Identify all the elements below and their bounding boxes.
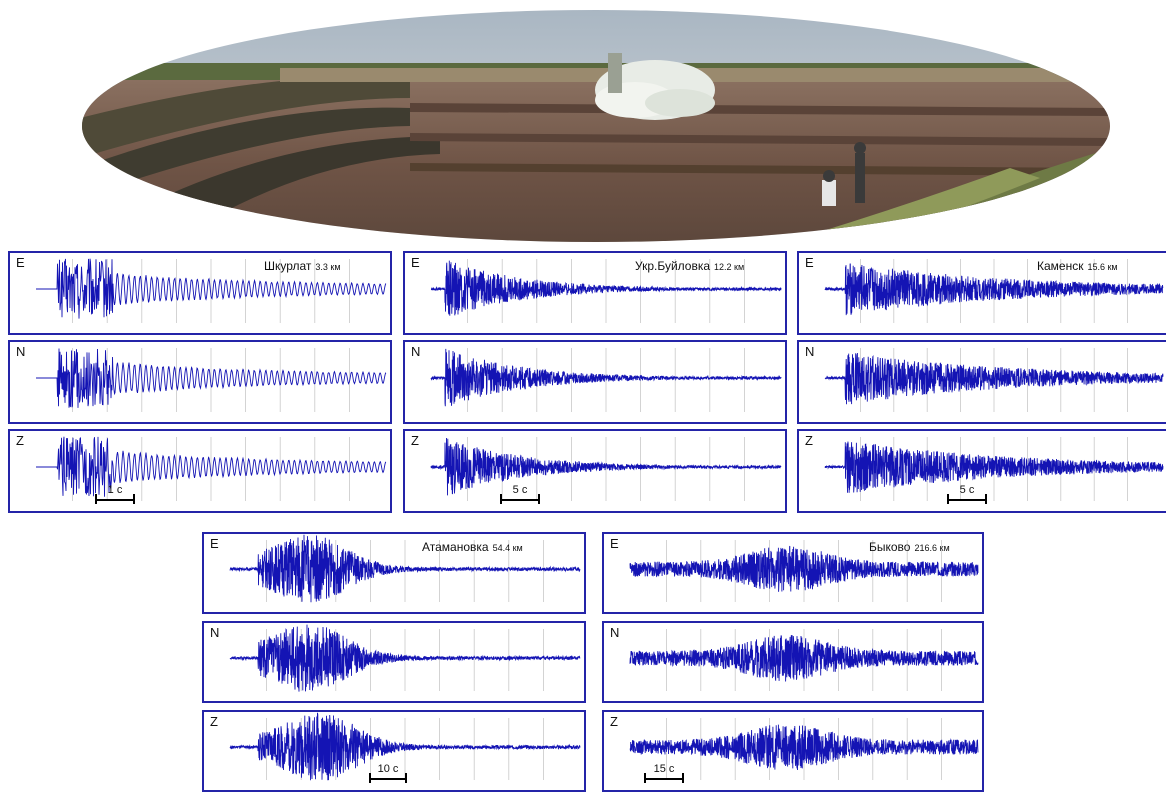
time-scale-bar: 10 с (369, 763, 407, 783)
station-name: Шкурлат (264, 259, 312, 273)
trace-line (629, 545, 979, 592)
seismogram-panel-atamanovka-n: N (202, 621, 586, 703)
trace-line (36, 258, 387, 319)
seismogram-panel-atamanovka-z: Z 10 с (202, 710, 586, 792)
trace-line (430, 260, 782, 316)
trace-line (229, 624, 581, 692)
trace-line (824, 352, 1164, 405)
component-label: E (411, 255, 420, 270)
station-label: Укр.Буйловка 12.2 км (635, 260, 744, 272)
seismogram-panel-kamensk-n: N (797, 340, 1166, 424)
component-label: N (210, 625, 220, 640)
component-label: N (805, 344, 815, 359)
waveform (36, 436, 387, 501)
station-distance: 216.6 км (914, 543, 950, 553)
trace-line (229, 712, 581, 781)
station-label: Шкурлат 3.3 км (264, 260, 341, 272)
component-label: Z (411, 433, 419, 448)
trace-line (36, 436, 387, 497)
time-scale-bar: 15 с (644, 763, 684, 783)
time-scale-bar: 5 с (500, 484, 540, 504)
station-distance: 3.3 км (315, 262, 341, 272)
station-name: Атамановка (422, 540, 489, 554)
component-label: Z (805, 433, 813, 448)
station-label: Быково 216.6 км (869, 541, 950, 553)
component-label: E (805, 255, 814, 270)
waveform (36, 258, 387, 323)
time-scale-label: 10 с (377, 763, 399, 775)
time-scale-label: 5 с (512, 484, 528, 496)
component-label: N (610, 625, 620, 640)
component-label: Z (16, 433, 24, 448)
trace-line (824, 441, 1164, 493)
trace-line (229, 534, 581, 603)
station-distance: 12.2 км (714, 262, 745, 272)
seismogram-panel-ukr-buylovka-z: Z 5 с (403, 429, 787, 513)
trace-line (430, 437, 782, 496)
seismogram-panel-bykovo-z: Z 15 с (602, 710, 984, 792)
seismogram-panel-bykovo-n: N (602, 621, 984, 703)
trace-line (36, 348, 387, 408)
station-name: Укр.Буйловка (635, 259, 711, 273)
seismogram-panel-atamanovka-e: E Атамановка 54.4 км (202, 532, 586, 614)
component-label: N (411, 344, 421, 359)
component-label: E (610, 536, 619, 551)
component-label: E (16, 255, 25, 270)
trace-line (824, 263, 1164, 316)
waveform (229, 534, 581, 603)
seismogram-panel-ukr-buylovka-n: N (403, 340, 787, 424)
waveform (629, 629, 979, 691)
seismogram-panel-shkurlat-z: Z 1 с (8, 429, 392, 513)
waveform (229, 624, 581, 692)
seismogram-panel-shkurlat-e: E Шкурлат 3.3 км (8, 251, 392, 335)
time-scale-label: 1 с (107, 484, 123, 496)
station-distance: 54.4 км (492, 543, 523, 553)
component-label: Z (210, 714, 218, 729)
seismogram-panel-ukr-buylovka-e: E Укр.Буйловка 12.2 км (403, 251, 787, 335)
seismogram-panel-shkurlat-n: N (8, 340, 392, 424)
seismogram-panel-kamensk-z: Z 5 с (797, 429, 1166, 513)
waveform (430, 348, 782, 412)
time-scale-bar: 5 с (947, 484, 987, 504)
quarry-blast-photo (82, 10, 1110, 242)
station-name: Каменск (1037, 259, 1084, 273)
component-label: N (16, 344, 26, 359)
waveform (824, 348, 1164, 412)
station-label: Каменск 15.6 км (1037, 260, 1118, 272)
time-scale-label: 5 с (959, 484, 975, 496)
waveform (824, 437, 1164, 501)
time-scale-bar: 1 с (95, 484, 135, 504)
waveform (36, 348, 387, 412)
seismogram-panel-kamensk-e: E Каменск 15.6 км (797, 251, 1166, 335)
waveform (430, 259, 782, 323)
waveform (430, 437, 782, 501)
waveform (629, 718, 979, 780)
waveform (824, 259, 1164, 323)
time-scale-label: 15 с (653, 763, 675, 775)
component-label: E (210, 536, 219, 551)
component-label: Z (610, 714, 618, 729)
trace-line (430, 348, 782, 407)
seismogram-panel-bykovo-e: E Быково 216.6 км (602, 532, 984, 614)
waveform (229, 712, 581, 781)
station-name: Быково (869, 540, 911, 554)
station-distance: 15.6 км (1087, 262, 1118, 272)
waveform (629, 540, 979, 602)
station-label: Атамановка 54.4 км (422, 541, 523, 553)
